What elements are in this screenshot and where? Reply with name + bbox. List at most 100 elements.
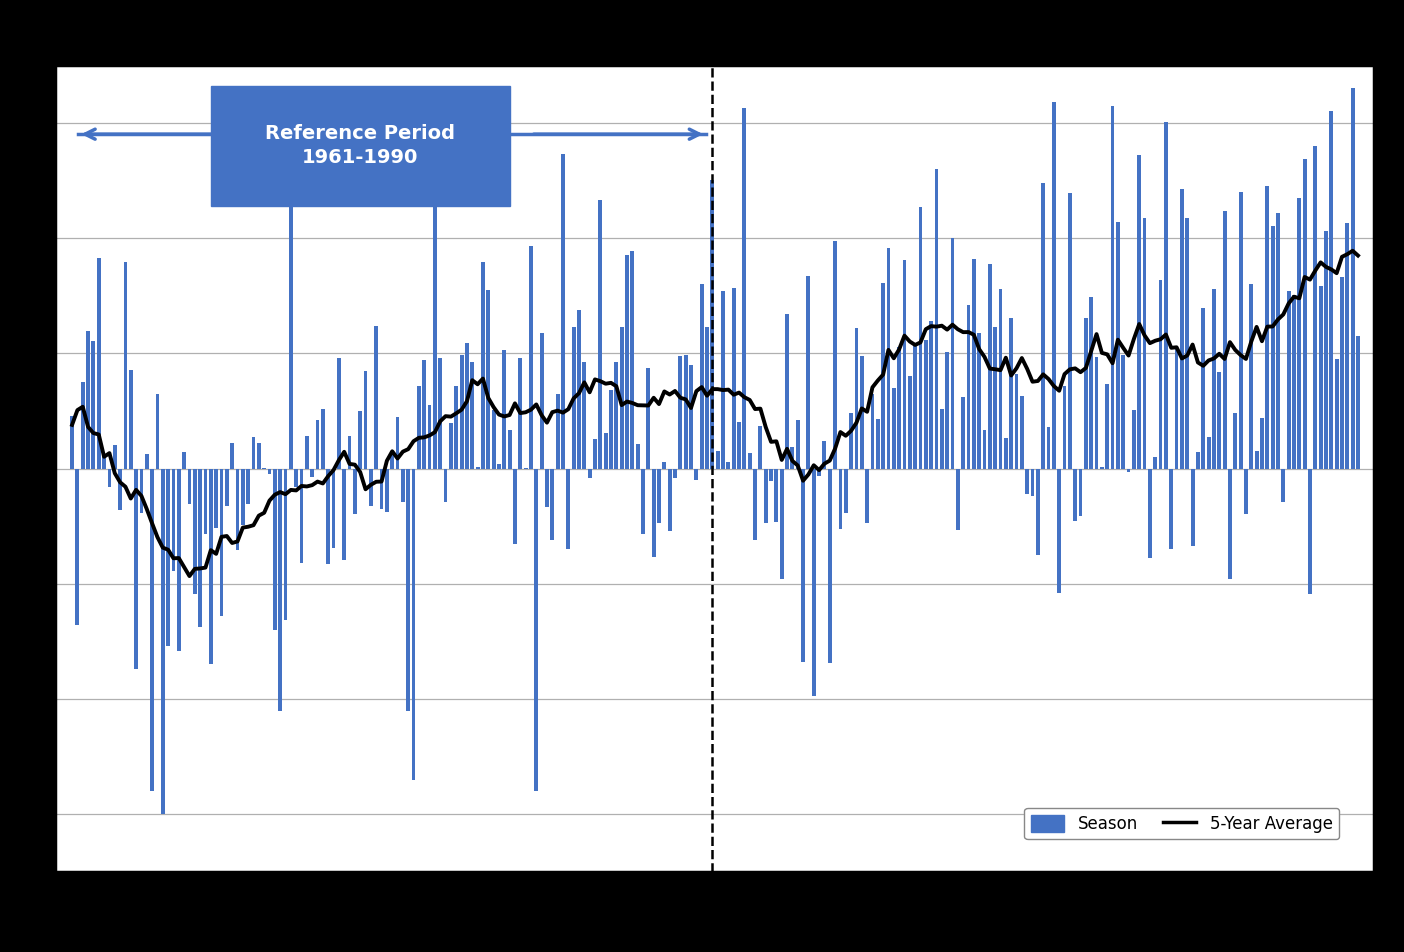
- Bar: [331, 468, 336, 547]
- Bar: [1063, 387, 1067, 468]
- Bar: [310, 468, 314, 477]
- Bar: [139, 468, 143, 512]
- Bar: [1175, 346, 1178, 468]
- Bar: [118, 468, 122, 510]
- Bar: [924, 341, 928, 468]
- Bar: [305, 436, 309, 468]
- Bar: [988, 264, 991, 468]
- Bar: [892, 388, 896, 468]
- Bar: [1282, 468, 1285, 503]
- Bar: [956, 468, 960, 530]
- Bar: [455, 387, 458, 468]
- Bar: [508, 430, 511, 468]
- Bar: [1228, 468, 1231, 579]
- Bar: [102, 454, 107, 468]
- Bar: [1004, 438, 1008, 468]
- Bar: [1330, 111, 1334, 468]
- Bar: [444, 468, 448, 502]
- Bar: [476, 466, 480, 468]
- Bar: [230, 443, 234, 468]
- Bar: [972, 259, 976, 468]
- Bar: [1297, 198, 1302, 468]
- Bar: [758, 426, 762, 468]
- Bar: [802, 468, 804, 662]
- Bar: [1132, 410, 1136, 468]
- Bar: [966, 305, 970, 468]
- Bar: [764, 468, 768, 523]
- Bar: [775, 468, 778, 522]
- Bar: [257, 443, 261, 468]
- FancyBboxPatch shape: [211, 86, 510, 206]
- Bar: [748, 453, 751, 468]
- Bar: [1031, 468, 1035, 496]
- Bar: [1137, 155, 1141, 468]
- Bar: [1153, 457, 1157, 468]
- Bar: [945, 352, 949, 468]
- Bar: [76, 468, 80, 625]
- Bar: [503, 349, 507, 468]
- Bar: [710, 180, 715, 468]
- Bar: [518, 358, 522, 468]
- Bar: [562, 153, 564, 468]
- Bar: [1276, 213, 1280, 468]
- Bar: [908, 376, 911, 468]
- Bar: [1164, 122, 1168, 468]
- Bar: [358, 411, 362, 468]
- Bar: [188, 468, 191, 504]
- Bar: [806, 276, 810, 468]
- Bar: [343, 468, 347, 560]
- Bar: [1244, 468, 1248, 513]
- Bar: [1078, 468, 1082, 516]
- Bar: [166, 468, 170, 646]
- Bar: [855, 327, 858, 468]
- Bar: [129, 370, 133, 468]
- Bar: [1095, 357, 1098, 468]
- Bar: [486, 290, 490, 468]
- Bar: [284, 468, 288, 621]
- Bar: [673, 468, 677, 478]
- Bar: [396, 417, 400, 468]
- Bar: [929, 322, 934, 468]
- Bar: [1233, 412, 1237, 468]
- Bar: [678, 356, 682, 468]
- Bar: [352, 468, 357, 514]
- Bar: [1126, 468, 1130, 472]
- Bar: [630, 251, 635, 468]
- Bar: [625, 255, 629, 468]
- Bar: [571, 327, 576, 468]
- Bar: [1025, 468, 1029, 494]
- Bar: [337, 358, 341, 468]
- Bar: [588, 468, 591, 478]
- Bar: [663, 462, 667, 468]
- Bar: [385, 468, 389, 512]
- Bar: [1084, 318, 1088, 468]
- Bar: [512, 468, 517, 545]
- Bar: [1111, 106, 1115, 468]
- Bar: [1009, 318, 1014, 468]
- Bar: [1351, 88, 1355, 468]
- Bar: [70, 416, 74, 468]
- Bar: [577, 310, 581, 468]
- Bar: [753, 468, 757, 540]
- Bar: [642, 468, 644, 534]
- Bar: [348, 436, 351, 468]
- Bar: [97, 258, 101, 468]
- Bar: [939, 409, 943, 468]
- Bar: [998, 289, 1002, 468]
- Bar: [859, 356, 863, 468]
- Bar: [1042, 183, 1045, 468]
- Bar: [177, 468, 181, 651]
- Bar: [790, 446, 795, 468]
- Bar: [411, 468, 416, 780]
- Bar: [81, 382, 84, 468]
- Bar: [369, 468, 373, 506]
- Bar: [192, 468, 197, 594]
- Bar: [491, 410, 496, 468]
- Bar: [1286, 291, 1290, 468]
- Bar: [716, 451, 720, 468]
- Bar: [876, 419, 880, 468]
- Bar: [156, 394, 160, 468]
- Bar: [1105, 384, 1109, 468]
- Bar: [246, 468, 250, 505]
- Bar: [1265, 187, 1269, 468]
